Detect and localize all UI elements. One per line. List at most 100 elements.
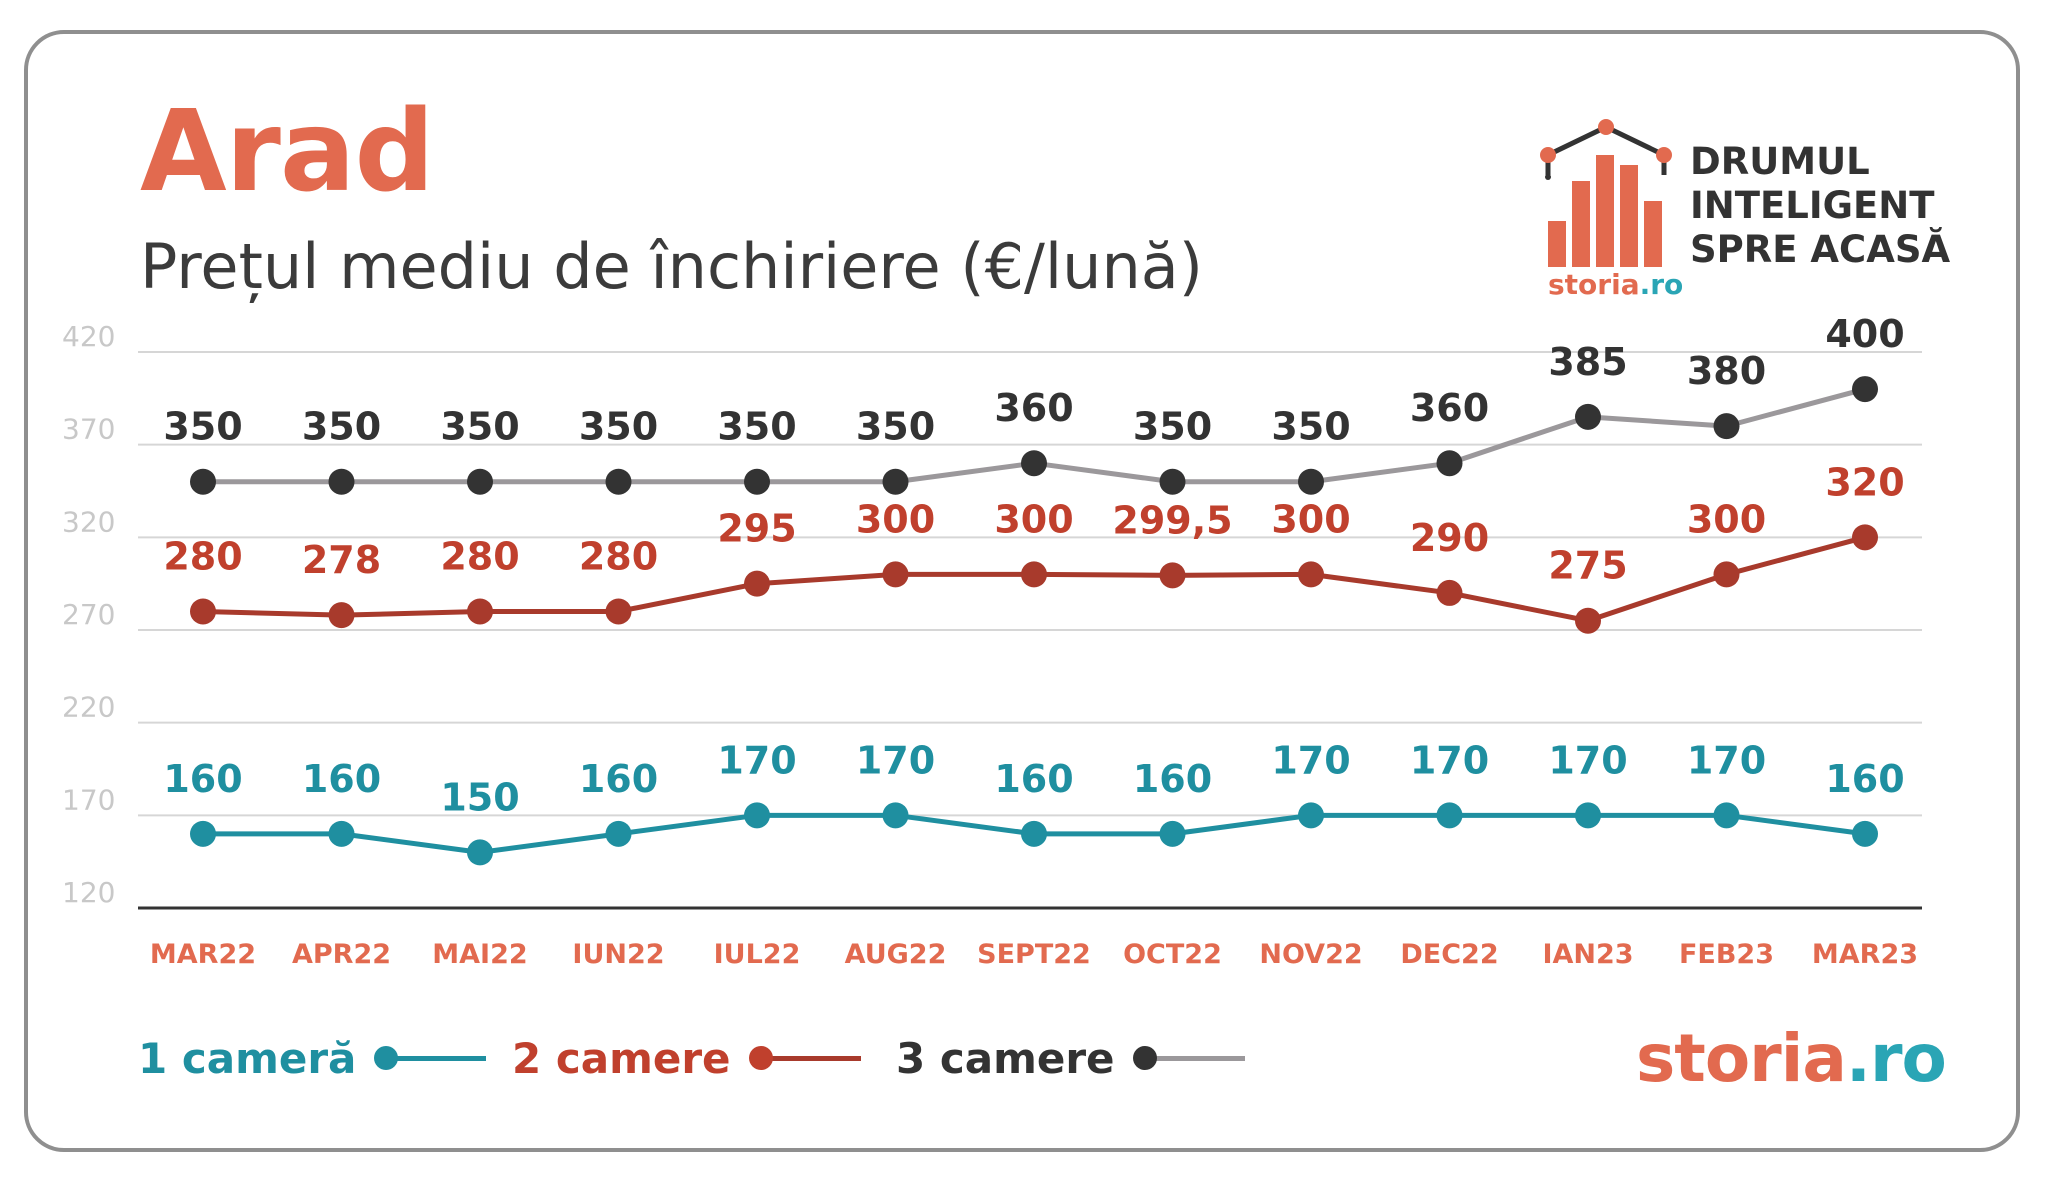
data-label-one-room: 160 (302, 757, 381, 801)
legend-swatch (748, 1038, 861, 1078)
logo-brand-tld: .ro (1639, 268, 1684, 301)
data-point-three-rooms (1021, 450, 1047, 477)
x-tick-label: NOV22 (1259, 939, 1362, 970)
x-tick-label: IUL22 (714, 939, 801, 970)
data-point-two-rooms (744, 570, 770, 597)
data-label-two-rooms: 280 (440, 534, 519, 578)
legend-item-one-room: 1 cameră (138, 1028, 487, 1088)
data-point-three-rooms (882, 468, 909, 495)
data-point-one-room (605, 820, 632, 847)
brand-logo: storia.ro (1636, 1020, 1947, 1097)
data-point-one-room (1159, 820, 1186, 847)
data-point-one-room (1852, 820, 1878, 847)
data-point-one-room (1436, 802, 1463, 829)
legend-item-three-rooms: 3 camere (896, 1028, 1245, 1088)
data-label-two-rooms: 300 (1271, 497, 1350, 541)
logo-line: SPRE ACASĂ (1690, 228, 1951, 271)
x-tick-label: MAR23 (1812, 939, 1918, 970)
x-tick-label: SEPT22 (977, 939, 1091, 970)
data-point-three-rooms (1159, 468, 1186, 495)
brand-name: storia (1636, 1020, 1847, 1097)
data-label-three-rooms: 350 (717, 405, 796, 449)
data-label-two-rooms: 290 (1410, 516, 1489, 560)
data-point-two-rooms (328, 602, 355, 629)
legend-swatch (1132, 1038, 1245, 1078)
data-label-two-rooms: 320 (1825, 460, 1904, 504)
data-point-three-rooms (1436, 450, 1463, 477)
data-point-three-rooms (328, 468, 355, 495)
data-label-three-rooms: 360 (1410, 386, 1489, 430)
x-tick-label: IAN23 (1542, 939, 1633, 970)
data-point-one-room (190, 820, 216, 847)
x-tick-label: IUN22 (572, 939, 664, 970)
data-label-two-rooms: 275 (1548, 544, 1627, 588)
data-label-two-rooms: 299,5 (1112, 498, 1232, 542)
data-label-one-room: 170 (717, 738, 796, 782)
data-point-one-room (744, 802, 770, 829)
data-point-one-room (1575, 802, 1601, 829)
chart-subtitle: Prețul mediu de închiriere (€/lună) (140, 230, 1203, 303)
data-point-two-rooms (1436, 579, 1463, 606)
y-tick-label: 170 (62, 783, 115, 816)
y-tick-label: 220 (62, 691, 115, 724)
house-chart-logo-icon (1540, 119, 1672, 267)
brand-tld: .ro (1845, 1020, 1947, 1097)
data-point-one-room (467, 839, 493, 866)
legend-label: 1 cameră (138, 1033, 357, 1083)
data-point-two-rooms (605, 598, 632, 625)
legend-item-two-rooms: 2 camere (512, 1028, 861, 1088)
data-label-two-rooms: 300 (1687, 497, 1766, 541)
data-point-two-rooms (1852, 524, 1878, 551)
logo-brand-name: storia (1548, 268, 1640, 301)
data-label-one-room: 170 (1687, 738, 1766, 782)
data-point-three-rooms (744, 468, 770, 495)
data-point-two-rooms (467, 598, 493, 625)
data-point-three-rooms (1713, 413, 1740, 440)
data-point-one-room (328, 820, 355, 847)
logo-line: DRUMUL (1690, 140, 1870, 183)
y-tick-label: 270 (62, 598, 115, 631)
legend-label: 2 camere (512, 1033, 731, 1083)
label-layer: 160 160 150 160 170 170 160 160 170 170 170 170 160 2… (163, 312, 1904, 819)
data-label-three-rooms: 350 (440, 405, 519, 449)
data-label-three-rooms: 380 (1687, 349, 1766, 393)
data-label-one-room: 170 (1410, 738, 1489, 782)
x-tick-label: DEC22 (1400, 939, 1498, 970)
grid-layer: 120 170 220 270 320 370 420 MAR22 APR22 MAI22 IUN2… (62, 320, 1922, 970)
chart-title: Arad (140, 87, 435, 217)
legend-swatch (374, 1038, 487, 1078)
data-point-two-rooms (1713, 561, 1740, 588)
x-tick-label: APR22 (292, 939, 391, 970)
data-label-three-rooms: 350 (163, 405, 242, 449)
y-tick-label: 370 (62, 413, 115, 446)
series-layer (190, 376, 1878, 866)
chart-card (24, 30, 2020, 1152)
y-tick-label: 420 (62, 320, 115, 353)
data-label-one-room: 160 (579, 757, 658, 801)
data-point-two-rooms (882, 561, 909, 588)
data-label-three-rooms: 385 (1548, 340, 1627, 384)
x-tick-label: FEB23 (1679, 939, 1774, 970)
data-label-three-rooms: 350 (856, 405, 935, 449)
data-label-two-rooms: 300 (994, 497, 1073, 541)
y-tick-label: 320 (62, 505, 115, 538)
data-label-three-rooms: 350 (1271, 405, 1350, 449)
data-point-three-rooms (467, 468, 493, 495)
x-tick-label: AUG22 (845, 939, 947, 970)
y-tick-label: 120 (62, 876, 115, 909)
data-point-two-rooms (1021, 561, 1047, 588)
data-label-three-rooms: 400 (1825, 312, 1904, 356)
x-tick-label: OCT22 (1123, 939, 1222, 970)
data-point-three-rooms (1298, 468, 1324, 495)
logo-line: INTELIGENT (1690, 184, 1935, 227)
data-label-three-rooms: 360 (994, 386, 1073, 430)
data-point-one-room (882, 802, 909, 829)
data-label-one-room: 160 (1133, 757, 1212, 801)
x-tick-label: MAI22 (432, 939, 527, 970)
data-point-three-rooms (1575, 403, 1601, 430)
data-label-one-room: 160 (994, 757, 1073, 801)
data-label-one-room: 170 (1271, 738, 1350, 782)
data-point-two-rooms (1575, 607, 1601, 634)
data-label-one-room: 160 (163, 757, 242, 801)
